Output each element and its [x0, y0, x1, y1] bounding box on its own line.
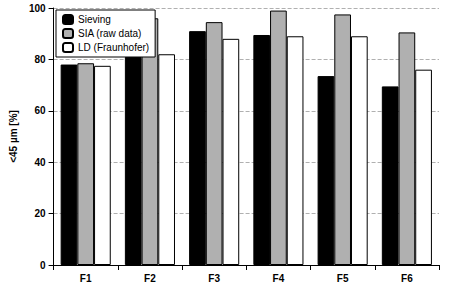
svg-text:20: 20 — [34, 208, 46, 219]
svg-text:100: 100 — [29, 3, 46, 14]
svg-text:F4: F4 — [273, 273, 285, 284]
svg-text:0: 0 — [40, 260, 46, 271]
svg-text:Sieving: Sieving — [78, 14, 111, 25]
svg-text:F6: F6 — [401, 273, 413, 284]
svg-text:LD (Fraunhofer): LD (Fraunhofer) — [78, 42, 149, 53]
svg-text:F3: F3 — [208, 273, 220, 284]
svg-text:F2: F2 — [144, 273, 156, 284]
svg-text:40: 40 — [34, 157, 46, 168]
svg-text:80: 80 — [34, 54, 46, 65]
svg-text:60: 60 — [34, 105, 46, 116]
svg-text:F1: F1 — [80, 273, 92, 284]
svg-text:<45 µm [%]: <45 µm [%] — [8, 110, 19, 163]
svg-text:SIA (raw data): SIA (raw data) — [78, 28, 141, 39]
svg-text:F5: F5 — [337, 273, 349, 284]
